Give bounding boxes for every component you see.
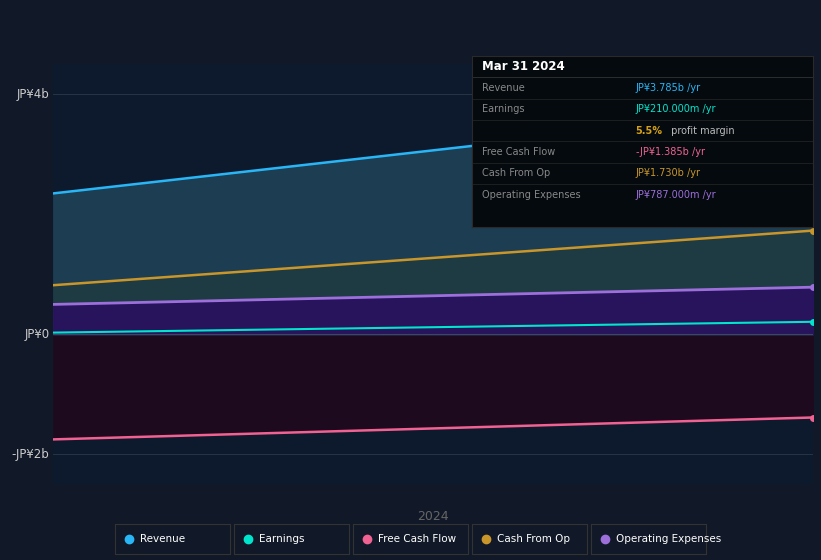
Text: Free Cash Flow: Free Cash Flow bbox=[378, 534, 456, 544]
Text: Operating Expenses: Operating Expenses bbox=[617, 534, 722, 544]
Text: JP¥4b: JP¥4b bbox=[16, 88, 49, 101]
Text: -JP¥1.385b /yr: -JP¥1.385b /yr bbox=[635, 147, 704, 157]
Text: JP¥3.785b /yr: JP¥3.785b /yr bbox=[635, 83, 701, 93]
Text: Operating Expenses: Operating Expenses bbox=[482, 190, 581, 200]
Text: JP¥1.730b /yr: JP¥1.730b /yr bbox=[635, 169, 700, 179]
Text: Revenue: Revenue bbox=[482, 83, 525, 93]
Text: JP¥210.000m /yr: JP¥210.000m /yr bbox=[635, 104, 716, 114]
Text: Earnings: Earnings bbox=[259, 534, 305, 544]
Text: profit margin: profit margin bbox=[668, 126, 735, 136]
Text: Free Cash Flow: Free Cash Flow bbox=[482, 147, 556, 157]
Text: Revenue: Revenue bbox=[140, 534, 186, 544]
Text: Mar 31 2024: Mar 31 2024 bbox=[482, 60, 565, 73]
Text: Earnings: Earnings bbox=[482, 104, 525, 114]
Text: 5.5%: 5.5% bbox=[635, 126, 663, 136]
Text: 2024: 2024 bbox=[417, 510, 449, 522]
Text: JP¥787.000m /yr: JP¥787.000m /yr bbox=[635, 190, 716, 200]
Text: -JP¥2b: -JP¥2b bbox=[11, 448, 49, 461]
Text: JP¥0: JP¥0 bbox=[25, 328, 49, 341]
Text: Cash From Op: Cash From Op bbox=[498, 534, 571, 544]
Text: Cash From Op: Cash From Op bbox=[482, 169, 551, 179]
